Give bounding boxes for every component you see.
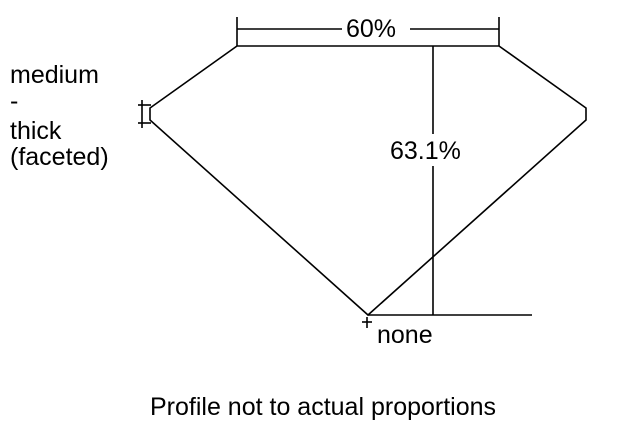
culet-label: none (377, 321, 433, 349)
footnote: Profile not to actual proportions (150, 393, 497, 421)
girdle-label-line: (faceted) (10, 143, 109, 171)
girdle-label: medium - thick (faceted) (10, 62, 109, 170)
girdle-label-line: thick (10, 117, 62, 145)
girdle-label-line: medium (10, 61, 99, 89)
total-depth-label: 63.1% (390, 137, 461, 165)
table-width-label: 60% (346, 15, 397, 43)
girdle-label-line: - (10, 87, 19, 115)
gem-outline (149, 45, 587, 317)
